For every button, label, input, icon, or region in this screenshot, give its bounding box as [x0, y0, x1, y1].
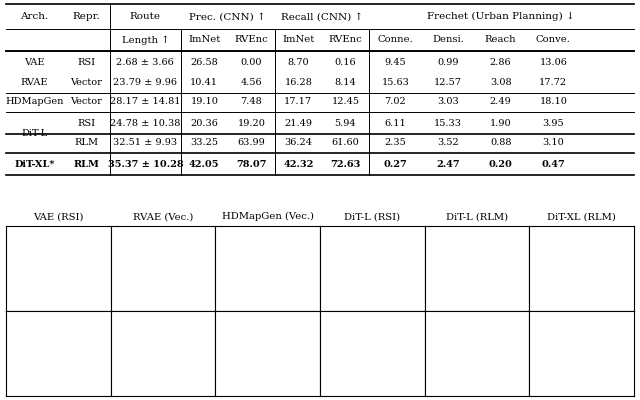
Text: 13.06: 13.06 [540, 58, 567, 67]
Text: 35.37 ± 10.28: 35.37 ± 10.28 [108, 160, 183, 169]
Text: Repr.: Repr. [72, 12, 100, 21]
Text: 0.99: 0.99 [437, 58, 459, 67]
Text: 3.10: 3.10 [543, 138, 564, 147]
Text: RSI: RSI [77, 119, 95, 128]
Text: 2.68 ± 3.66: 2.68 ± 3.66 [116, 58, 174, 67]
Text: 26.58: 26.58 [191, 58, 218, 67]
Text: 6.11: 6.11 [385, 119, 406, 128]
Text: Route: Route [130, 12, 161, 21]
Text: 5.94: 5.94 [335, 119, 356, 128]
Text: 42.32: 42.32 [283, 160, 314, 169]
Text: 18.10: 18.10 [540, 97, 567, 106]
Text: 19.20: 19.20 [237, 119, 265, 128]
Text: 12.57: 12.57 [434, 78, 462, 87]
Text: 33.25: 33.25 [190, 138, 218, 147]
Text: DiT-L (RSI): DiT-L (RSI) [344, 212, 401, 221]
Text: HDMapGen (Vec.): HDMapGen (Vec.) [221, 212, 314, 221]
Text: 3.03: 3.03 [437, 97, 459, 106]
Text: 1.90: 1.90 [490, 119, 511, 128]
Text: 24.78 ± 10.38: 24.78 ± 10.38 [110, 119, 180, 128]
Text: 3.08: 3.08 [490, 78, 511, 87]
Text: 8.14: 8.14 [335, 78, 356, 87]
Text: 2.49: 2.49 [490, 97, 511, 106]
Text: VAE: VAE [24, 58, 45, 67]
Text: 12.45: 12.45 [332, 97, 360, 106]
Text: 4.56: 4.56 [241, 78, 262, 87]
Text: Vector: Vector [70, 78, 102, 87]
Text: 72.63: 72.63 [330, 160, 360, 169]
Text: RLM: RLM [74, 160, 99, 169]
Text: RVAE: RVAE [21, 78, 49, 87]
Text: Length ↑: Length ↑ [122, 35, 169, 45]
Text: 0.16: 0.16 [335, 58, 356, 67]
Text: DiT-XL (RLM): DiT-XL (RLM) [547, 212, 616, 221]
Text: 61.60: 61.60 [332, 138, 359, 147]
Text: RVEnc: RVEnc [234, 36, 268, 44]
Text: 42.05: 42.05 [189, 160, 220, 169]
Text: Conve.: Conve. [536, 36, 571, 44]
Text: Recall (CNN) ↑: Recall (CNN) ↑ [281, 12, 363, 21]
Text: 0.20: 0.20 [489, 160, 513, 169]
Text: 16.28: 16.28 [284, 78, 312, 87]
Text: DiT-XL*: DiT-XL* [15, 160, 55, 169]
Text: 17.17: 17.17 [284, 97, 312, 106]
Text: HDMapGen: HDMapGen [5, 97, 64, 106]
Text: 3.52: 3.52 [437, 138, 459, 147]
Text: ImNet: ImNet [282, 36, 314, 44]
Text: Conne.: Conne. [378, 36, 413, 44]
Text: 0.00: 0.00 [241, 58, 262, 67]
Text: 9.45: 9.45 [385, 58, 406, 67]
Text: 0.27: 0.27 [383, 160, 407, 169]
Text: DiT-L (RLM): DiT-L (RLM) [445, 212, 508, 221]
Text: 32.51 ± 9.93: 32.51 ± 9.93 [113, 138, 177, 147]
Text: RLM: RLM [74, 138, 99, 147]
Text: DiT-L: DiT-L [22, 128, 48, 138]
Text: 17.72: 17.72 [540, 78, 568, 87]
Text: 7.48: 7.48 [241, 97, 262, 106]
Text: 15.33: 15.33 [434, 119, 462, 128]
Text: Densi.: Densi. [432, 36, 464, 44]
Text: 15.63: 15.63 [381, 78, 409, 87]
Text: 7.02: 7.02 [385, 97, 406, 106]
Text: RVAE (Vec.): RVAE (Vec.) [133, 212, 193, 221]
Text: 2.86: 2.86 [490, 58, 511, 67]
Text: 20.36: 20.36 [190, 119, 218, 128]
Text: 21.49: 21.49 [284, 119, 312, 128]
Text: Reach: Reach [485, 36, 516, 44]
Text: 63.99: 63.99 [237, 138, 265, 147]
Text: RSI: RSI [77, 58, 95, 67]
Text: 3.95: 3.95 [543, 119, 564, 128]
Text: 78.07: 78.07 [236, 160, 267, 169]
Text: 2.47: 2.47 [436, 160, 460, 169]
Text: 2.35: 2.35 [385, 138, 406, 147]
Text: VAE (RSI): VAE (RSI) [33, 212, 84, 221]
Text: RVEnc: RVEnc [328, 36, 362, 44]
Text: 8.70: 8.70 [287, 58, 309, 67]
Text: Prec. (CNN) ↑: Prec. (CNN) ↑ [189, 12, 266, 21]
Text: ImNet: ImNet [188, 36, 220, 44]
Text: 0.47: 0.47 [541, 160, 565, 169]
Text: 28.17 ± 14.81: 28.17 ± 14.81 [110, 97, 180, 106]
Text: Arch.: Arch. [20, 12, 49, 21]
Text: 19.10: 19.10 [190, 97, 218, 106]
Text: Frechet (Urban Planning) ↓: Frechet (Urban Planning) ↓ [428, 12, 575, 21]
Text: 36.24: 36.24 [284, 138, 312, 147]
Text: Vector: Vector [70, 97, 102, 106]
Text: 0.88: 0.88 [490, 138, 511, 147]
Text: 23.79 ± 9.96: 23.79 ± 9.96 [113, 78, 177, 87]
Text: 10.41: 10.41 [190, 78, 218, 87]
